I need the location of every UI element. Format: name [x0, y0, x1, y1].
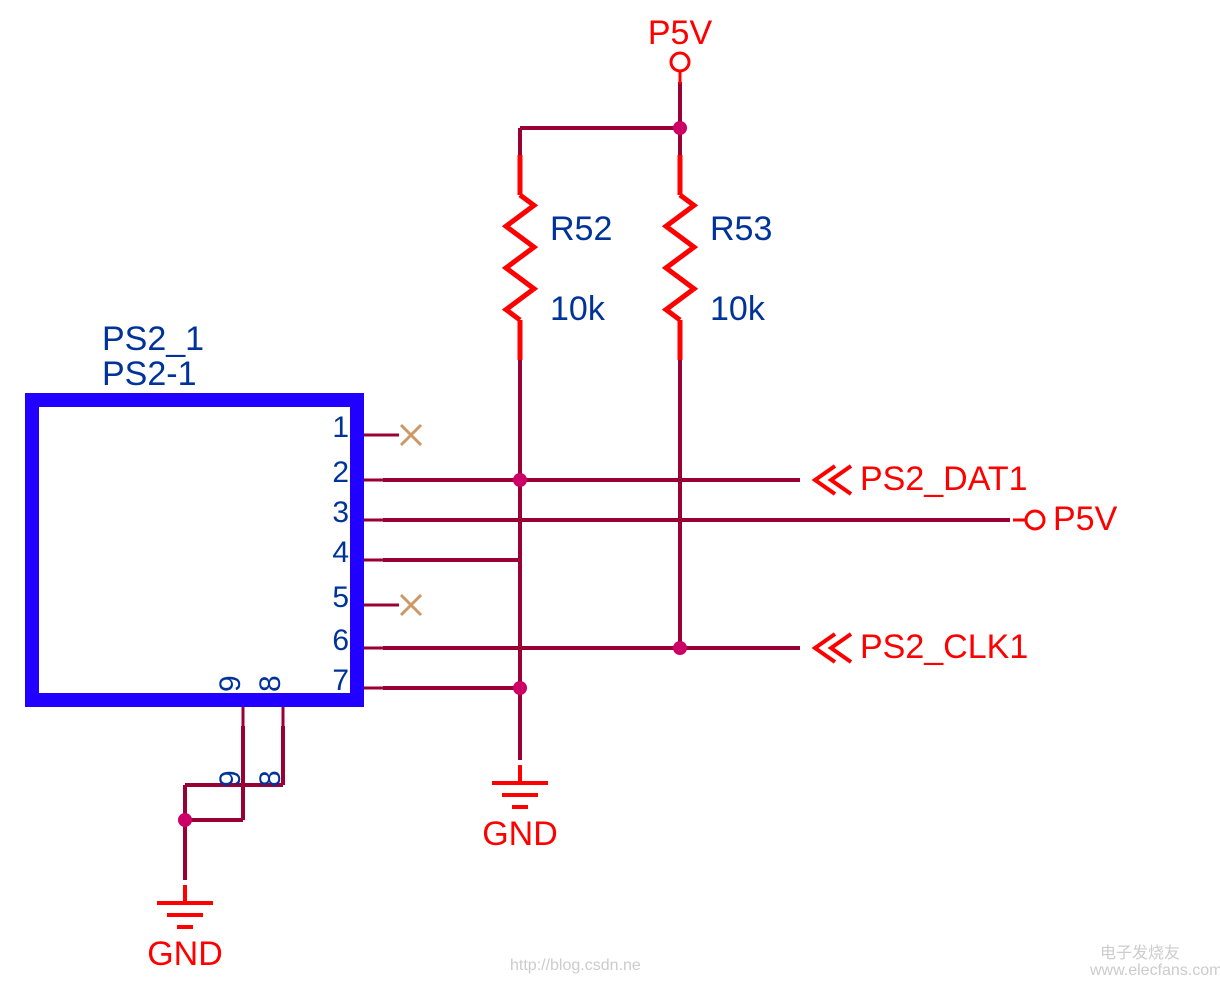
pin-number: 4	[332, 536, 349, 569]
schematic-canvas: 12345679988PS2_1PS2-1R5210kR5310kP5VP5VG…	[0, 0, 1220, 991]
pin-number: 9	[214, 675, 247, 692]
watermark: http://blog.csdn.ne	[510, 957, 641, 974]
watermark: 电子发烧友	[1100, 944, 1180, 962]
net-label: PS2_CLK1	[860, 628, 1028, 666]
pin-number: 6	[332, 624, 349, 657]
junction	[178, 813, 192, 827]
pin-number: 5	[332, 581, 349, 614]
designator: PS2_1	[102, 320, 204, 358]
component-value: 10k	[550, 290, 606, 328]
component-comment: PS2-1	[102, 355, 197, 393]
connector-body	[32, 400, 357, 700]
power-label: GND	[147, 935, 223, 973]
resistor-body	[666, 195, 694, 320]
pin-number: 3	[332, 496, 349, 529]
net-label: PS2_DAT1	[860, 460, 1028, 498]
pin-number: 8	[254, 770, 287, 787]
power-port	[671, 53, 689, 71]
component-value: 10k	[710, 290, 766, 328]
power-port	[1026, 511, 1044, 529]
junction	[513, 473, 527, 487]
junction	[673, 121, 687, 135]
junction	[673, 641, 687, 655]
resistor-body	[506, 195, 534, 320]
junction	[513, 681, 527, 695]
watermark: www.elecfans.com	[1089, 962, 1220, 979]
pin-number: 1	[332, 411, 349, 444]
pin-number: 9	[214, 770, 247, 787]
designator: R53	[710, 210, 772, 248]
power-label: P5V	[648, 14, 713, 52]
pin-number: 8	[254, 675, 287, 692]
power-label: P5V	[1053, 500, 1118, 538]
pin-number: 2	[332, 456, 349, 489]
power-label: GND	[482, 815, 558, 853]
pin-number: 7	[332, 664, 349, 697]
designator: R52	[550, 210, 612, 248]
